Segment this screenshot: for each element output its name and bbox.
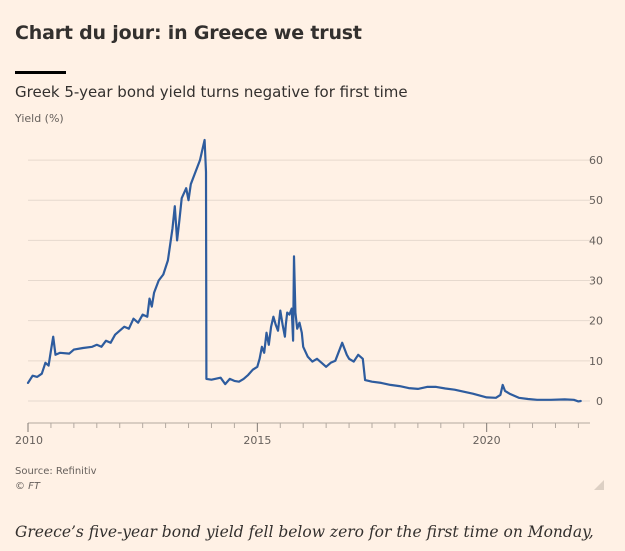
line-chart: 0 10 20 30 40 50 60 2010 2015 2020 bbox=[15, 138, 603, 447]
article-body-text: Greece’s five-year bond yield fell below… bbox=[15, 523, 594, 541]
y-axis-label: Yield (%) bbox=[15, 112, 64, 125]
grid-lines bbox=[28, 159, 590, 402]
y-tick-label: 40 bbox=[589, 234, 603, 247]
source-note: Source: Refinitiv bbox=[15, 466, 97, 477]
y-tick-label: 0 bbox=[596, 395, 603, 408]
y-tick-label: 30 bbox=[589, 275, 603, 288]
x-tick-label: 2020 bbox=[473, 434, 501, 447]
headline-rule bbox=[15, 71, 66, 74]
resize-handle-icon[interactable] bbox=[594, 480, 604, 490]
headline: Chart du jour: in Greece we trust bbox=[15, 22, 362, 44]
y-tick-label: 20 bbox=[589, 315, 603, 328]
copyright-note: © FT bbox=[15, 481, 41, 492]
x-tick-label: 2015 bbox=[243, 434, 271, 447]
y-tick-label: 50 bbox=[589, 194, 603, 207]
y-tick-labels: 0 10 20 30 40 50 60 bbox=[589, 154, 603, 408]
series-line-0 bbox=[26, 138, 582, 403]
y-tick-label: 60 bbox=[589, 154, 603, 167]
chart-title: Greek 5-year bond yield turns negative f… bbox=[15, 83, 408, 101]
x-axis bbox=[27, 422, 590, 432]
x-tick-label: 2010 bbox=[15, 434, 43, 447]
y-tick-label: 10 bbox=[589, 355, 603, 368]
series-layer bbox=[26, 138, 582, 403]
x-tick-labels: 2010 2015 2020 bbox=[15, 434, 501, 447]
